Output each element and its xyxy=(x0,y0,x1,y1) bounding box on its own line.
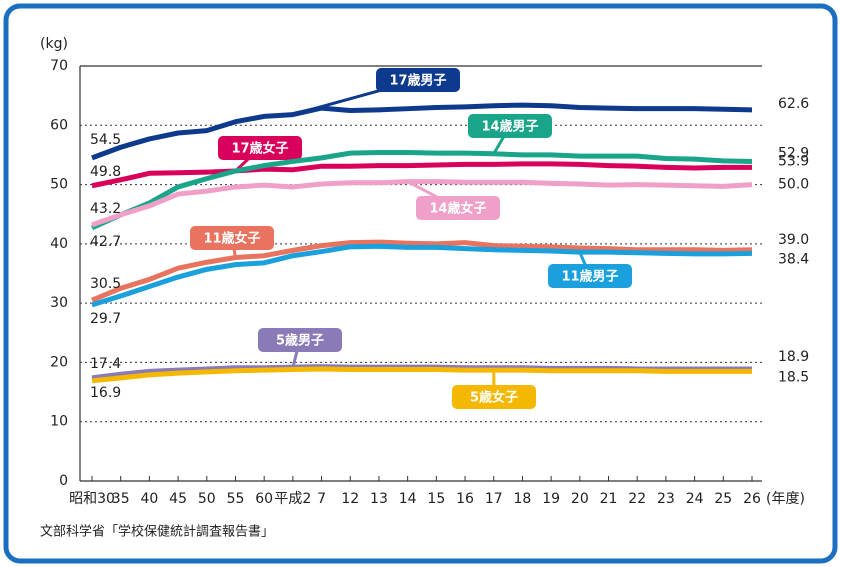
x-tick-label: 平成2 xyxy=(274,491,311,507)
value-label: 30.5 xyxy=(90,276,121,292)
value-label: 53.9 xyxy=(778,153,809,169)
x-tick-label: 23 xyxy=(657,491,675,507)
x-tick-label: 18 xyxy=(514,491,532,507)
y-tick-label: 60 xyxy=(50,117,68,133)
x-tick-label: 22 xyxy=(628,491,646,507)
legend-label: 5歳男子 xyxy=(276,333,324,349)
source: 文部科学省「学校保健統計調査報告書」 xyxy=(40,524,274,540)
tag-box xyxy=(468,114,552,138)
y-tick-label: 30 xyxy=(50,295,68,311)
legend-label: 5歳女子 xyxy=(470,390,518,406)
legend-label: 11歳女子 xyxy=(203,231,260,247)
value-label: 38.4 xyxy=(778,251,809,267)
series-line xyxy=(91,179,753,228)
x-tick-label: 40 xyxy=(140,491,158,507)
y-axis-label: (kg) xyxy=(40,36,68,52)
y-tick-label: 70 xyxy=(50,58,68,74)
value-label: 54.5 xyxy=(90,132,121,148)
legend-label: 17歳女子 xyxy=(231,141,288,157)
value-label: 42.7 xyxy=(90,234,121,250)
tag-box xyxy=(416,196,500,220)
legend-label: 11歳男子 xyxy=(561,269,618,285)
x-tick-label: 45 xyxy=(169,491,187,507)
value-label: 29.7 xyxy=(90,311,121,327)
x-tick-label: 24 xyxy=(686,491,704,507)
y-tick-label: 0 xyxy=(59,473,68,489)
series-line xyxy=(91,161,752,189)
x-tick-label: 25 xyxy=(714,491,732,507)
tag-box xyxy=(258,328,342,352)
x-tick-label: 16 xyxy=(456,491,474,507)
y-tick-label: 50 xyxy=(50,177,68,193)
tag-box xyxy=(452,385,536,409)
x-tick-label: 15 xyxy=(427,491,445,507)
value-label: 18.5 xyxy=(778,369,809,385)
x-tick-label: 35 xyxy=(112,491,130,507)
legend-label: 17歳男子 xyxy=(389,73,446,89)
frame xyxy=(3,3,838,564)
value-label: 39.0 xyxy=(778,232,809,248)
x-tick-label: 13 xyxy=(370,491,388,507)
y-tick-label: 10 xyxy=(50,414,68,430)
x-tick-label: 昭和30 xyxy=(69,491,115,507)
x-axis-label: (年度) xyxy=(766,491,805,507)
x-tick-label: 12 xyxy=(341,491,359,507)
x-tick-label: 20 xyxy=(571,491,589,507)
x-tick-label: 14 xyxy=(399,491,417,507)
x-tick-label: 19 xyxy=(542,491,560,507)
value-label: 43.2 xyxy=(90,201,121,217)
series-line xyxy=(90,150,753,231)
x-tick-label: 17 xyxy=(485,491,503,507)
x-tick-label: 50 xyxy=(198,491,216,507)
tag-box xyxy=(376,68,460,92)
value-label: 52.9 xyxy=(778,145,809,161)
legend-label: 14歳男子 xyxy=(481,119,538,135)
value-label: 16.9 xyxy=(90,385,121,401)
value-label: 62.6 xyxy=(778,96,809,112)
tag-box xyxy=(218,136,302,160)
value-label: 18.9 xyxy=(778,349,809,365)
value-label: 49.8 xyxy=(90,164,121,180)
series-line xyxy=(91,239,753,303)
x-tick-label: 55 xyxy=(227,491,245,507)
tag-box xyxy=(548,264,632,288)
series-line xyxy=(91,102,753,161)
y-tick-label: 40 xyxy=(50,236,68,252)
x-tick-label: 26 xyxy=(743,491,761,507)
x-tick-label: 21 xyxy=(600,491,618,507)
legend-label: 14歳女子 xyxy=(429,201,486,217)
series-line xyxy=(91,243,753,308)
series-line xyxy=(91,366,752,384)
y-tick-label: 20 xyxy=(50,354,68,370)
x-tick-label: 60 xyxy=(255,491,273,507)
value-label: 17.4 xyxy=(90,356,121,372)
value-label: 50.0 xyxy=(778,177,809,193)
x-tick-label: 7 xyxy=(317,491,326,507)
tag-box xyxy=(190,226,274,250)
